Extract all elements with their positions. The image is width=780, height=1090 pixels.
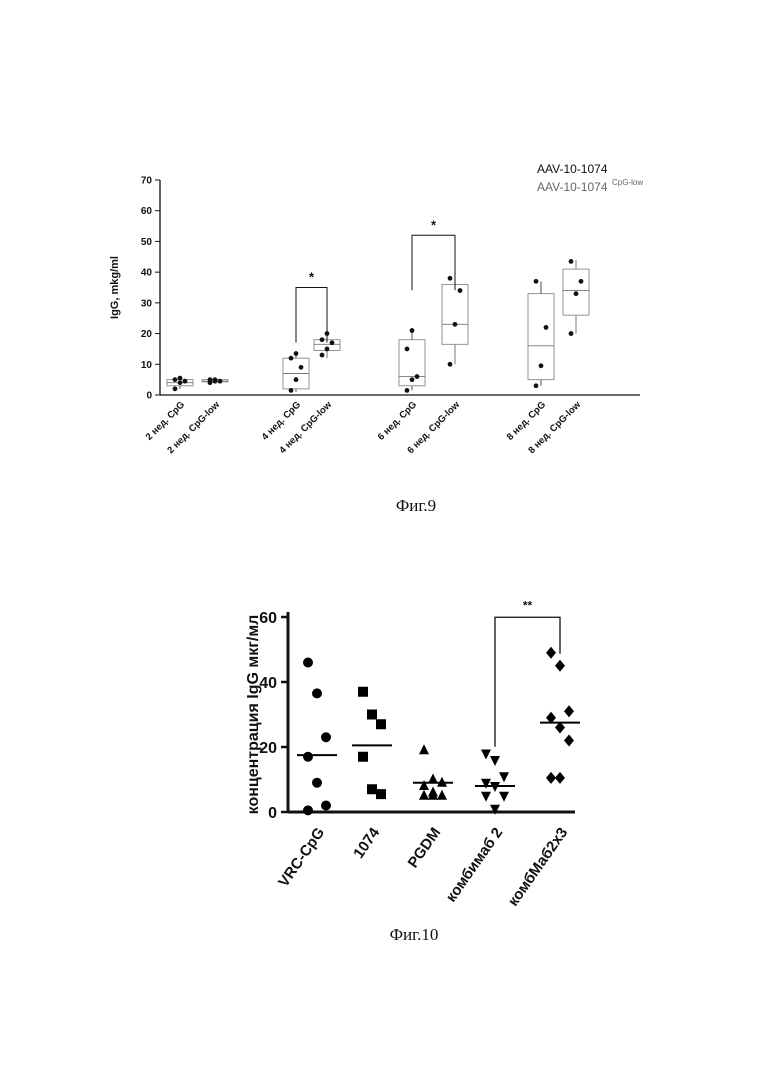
box-data-point (410, 377, 415, 382)
box-data-point (448, 362, 453, 367)
box-data-point (294, 351, 299, 356)
box-data-point (405, 388, 410, 393)
significance-bracket (412, 235, 455, 290)
data-point-square (358, 752, 368, 762)
data-point-triangle-down (490, 756, 500, 766)
box-data-point (320, 353, 325, 358)
legend-entry: AAV-10-1074 (537, 180, 608, 194)
data-point-circle (312, 778, 322, 788)
y-tick-label: 30 (141, 298, 153, 309)
data-point-triangle (419, 790, 429, 800)
box-data-point (289, 356, 294, 361)
box-data-point (544, 325, 549, 330)
x-category-label: PGDM (405, 825, 445, 872)
box-data-point (539, 363, 544, 368)
box-data-point (178, 376, 183, 381)
y-tick-label: 0 (268, 805, 277, 822)
significance-label: * (431, 217, 437, 232)
y-tick-label: 20 (141, 329, 153, 340)
data-point-diamond (564, 705, 574, 717)
box-data-point (534, 279, 539, 284)
data-point-triangle (419, 780, 429, 790)
legend-entry: AAV-10-1074 (537, 162, 608, 176)
data-point-square (376, 719, 386, 729)
data-point-diamond (555, 772, 565, 784)
data-point-circle (321, 732, 331, 742)
figure9-caption: Фиг.9 (316, 496, 516, 516)
data-point-circle (303, 805, 313, 815)
box-data-point (534, 383, 539, 388)
box-data-point (453, 322, 458, 327)
significance-bracket (495, 617, 560, 747)
box-data-point (458, 288, 463, 293)
box-data-point (299, 365, 304, 370)
figure9-box-chart: 010203040506070IgG, mkg/ml2 нед. CpG2 не… (0, 0, 780, 540)
box-data-point (218, 379, 223, 384)
y-tick-label: 0 (146, 391, 152, 402)
box-data-point (415, 374, 420, 379)
data-point-triangle (437, 790, 447, 800)
data-point-square (358, 687, 368, 697)
box-data-point (208, 377, 213, 382)
data-point-square (376, 789, 386, 799)
y-tick-label: 60 (141, 206, 153, 217)
box-data-point (330, 340, 335, 345)
x-category-label: VRC-CpG (275, 825, 328, 891)
box-data-point (183, 379, 188, 384)
y-axis-title: концентрация IgG мкг/мл (245, 615, 262, 815)
x-category-label: 1074 (350, 824, 383, 862)
data-point-triangle-down (481, 792, 491, 802)
box-data-point (294, 377, 299, 382)
box-iqr (442, 284, 468, 344)
data-point-square (367, 710, 377, 720)
y-tick-label: 50 (141, 237, 153, 248)
figure10-dot-chart: 0204060концентрация IgG мкг/млVRC-CpG107… (0, 540, 780, 940)
data-point-circle (303, 658, 313, 668)
box-data-point (320, 337, 325, 342)
data-point-triangle-down (481, 779, 491, 789)
data-point-square (367, 784, 377, 794)
box-data-point (574, 291, 579, 296)
x-category-label: комбимаб 2 (443, 825, 507, 906)
data-point-triangle (419, 744, 429, 754)
data-point-triangle-down (481, 750, 491, 760)
x-category-label: 6 нед. CpG (376, 399, 419, 442)
box-data-point (569, 259, 574, 264)
significance-bracket (296, 288, 327, 343)
box-data-point (410, 328, 415, 333)
data-point-circle (312, 688, 322, 698)
x-category-label: комбМаб2х3 (505, 825, 572, 910)
box-data-point (173, 386, 178, 391)
significance-label: * (309, 270, 315, 285)
box-data-point (289, 388, 294, 393)
figure10-caption: Фиг.10 (314, 925, 514, 945)
box-data-point (405, 347, 410, 352)
data-point-circle (321, 801, 331, 811)
box-data-point (178, 380, 183, 385)
data-point-circle (303, 752, 313, 762)
data-point-triangle-down (499, 792, 509, 802)
data-point-triangle-down (499, 772, 509, 782)
y-tick-label: 40 (141, 268, 153, 279)
data-point-diamond (546, 772, 556, 784)
data-point-diamond (546, 647, 556, 659)
box-data-point (173, 377, 178, 382)
box-data-point (448, 276, 453, 281)
y-tick-label: 70 (141, 176, 153, 187)
y-axis-title: IgG, mkg/ml (109, 256, 121, 319)
data-point-diamond (555, 660, 565, 672)
legend-entry-superscript: CpG-low (612, 178, 643, 187)
box-data-point (213, 377, 218, 382)
significance-label: ** (523, 598, 533, 612)
box-data-point (325, 347, 330, 352)
data-point-diamond (564, 735, 574, 747)
box-data-point (579, 279, 584, 284)
box-data-point (569, 331, 574, 336)
y-tick-label: 10 (141, 360, 153, 371)
